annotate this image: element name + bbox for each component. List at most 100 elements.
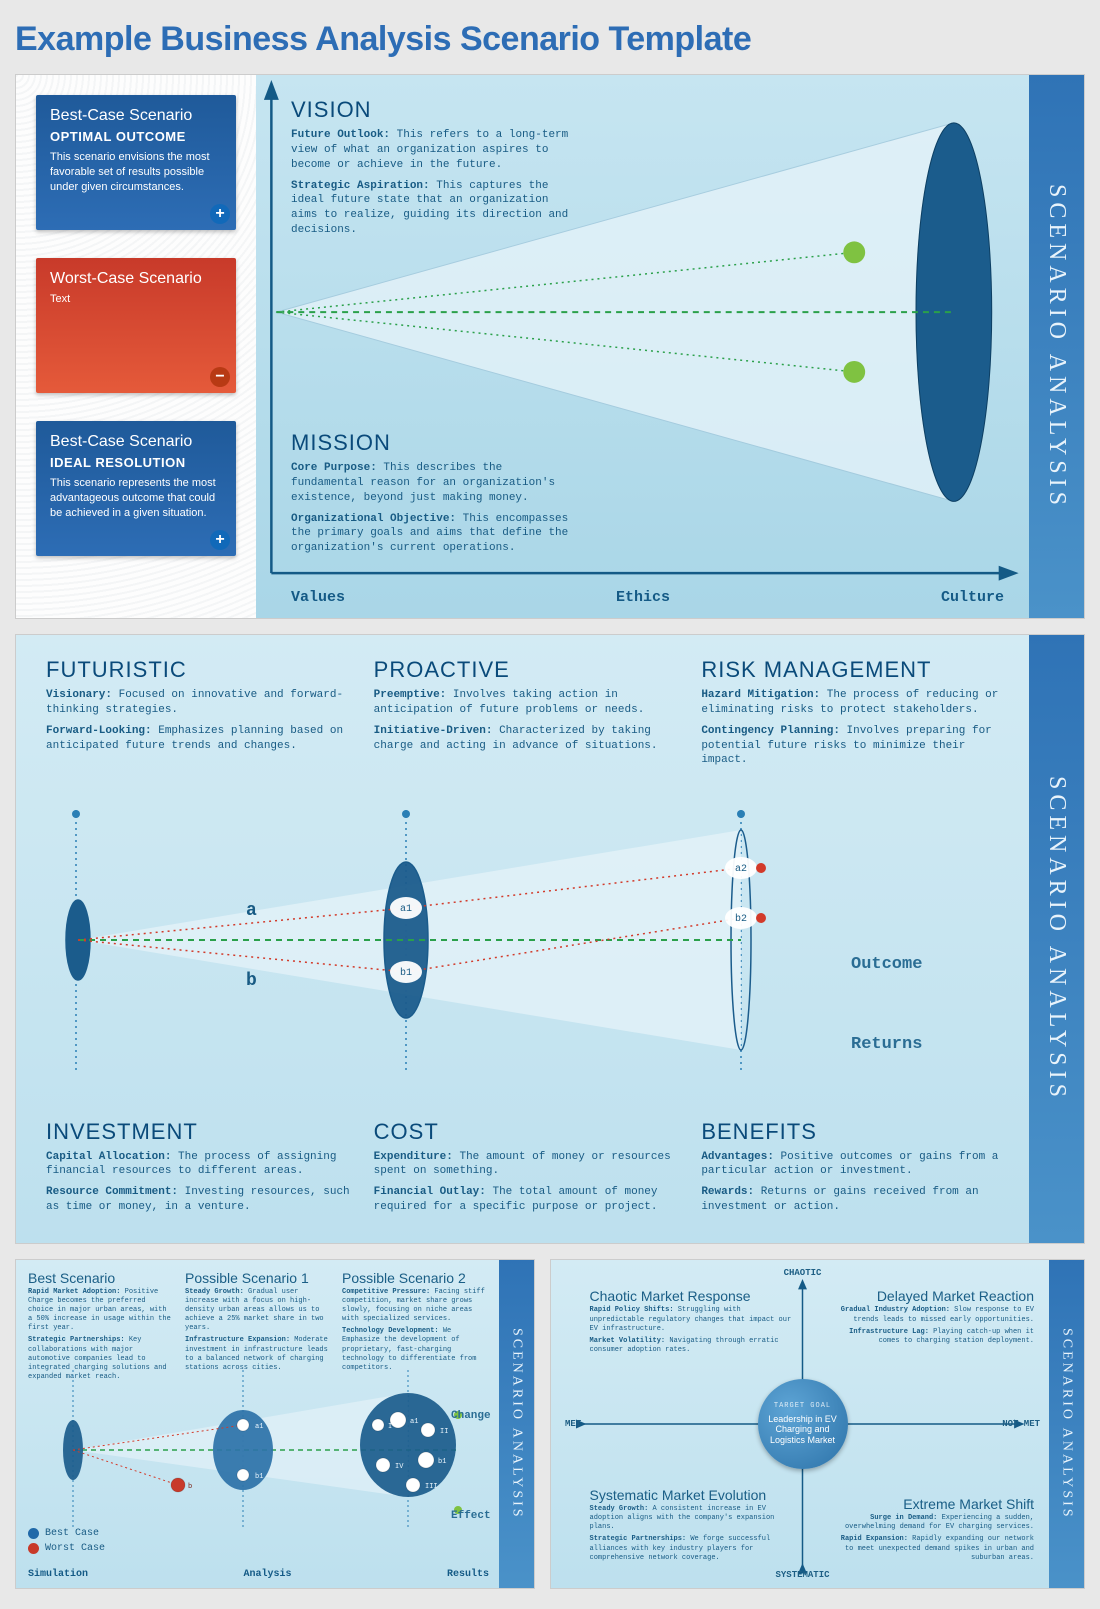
quadrant-cell: Delayed Market Reaction Gradual Industry …: [830, 1288, 1034, 1348]
legend-item: Worst Case: [28, 1543, 105, 1554]
definition-item: Rapid Market Adoption: Positive Charge b…: [28, 1288, 175, 1333]
target-goal-circle: TARGET GOALLeadership in EV Charging and…: [758, 1379, 848, 1469]
svg-text:b1: b1: [438, 1458, 446, 1466]
definition-item: Initiative-Driven: Characterized by taki…: [374, 724, 682, 754]
definition-item: Forward-Looking: Emphasizes planning bas…: [46, 724, 354, 754]
definition-item: Financial Outlay: The total amount of mo…: [374, 1185, 682, 1215]
panel-six-blocks: FUTURISTICVisionary: Focused on innovati…: [15, 634, 1085, 1244]
axis-label: SYSTEMATIC: [775, 1570, 829, 1580]
definition-item: Strategic Partnerships: We forge success…: [590, 1535, 794, 1562]
axis-label: NOT MET: [1002, 1419, 1040, 1429]
card-title: Worst-Case Scenario: [50, 270, 222, 288]
quadrant-cell: Systematic Market Evolution Steady Growth…: [590, 1487, 794, 1566]
definition-item: Steady Growth: Gradual user increase wit…: [185, 1288, 332, 1333]
definition-item: Future Outlook: This refers to a long-te…: [291, 128, 581, 173]
bottom-row: INVESTMENTCapital Allocation: The proces…: [46, 1119, 1009, 1221]
card-body: Text: [50, 292, 222, 307]
svg-text:III: III: [425, 1483, 438, 1491]
quadrant-cell: Extreme Market Shift Surge in Demand: Exp…: [830, 1496, 1034, 1565]
scenario-tab: SCENARIO ANALYSIS: [1029, 75, 1084, 618]
definition-item: Competitive Pressure: Facing stiff compe…: [342, 1288, 489, 1324]
svg-text:a1: a1: [410, 1418, 418, 1426]
scenario-tab: SCENARIO ANALYSIS: [1049, 1260, 1084, 1588]
vision-block: VISION Future Outlook: This refers to a …: [291, 97, 581, 244]
concept-cell: RISK MANAGEMENT Hazard Mitigation: The pr…: [701, 657, 1009, 774]
x-axis-label: Simulation: [28, 1569, 88, 1580]
card-subtitle: IDEAL RESOLUTION: [50, 455, 222, 470]
scenario-tab-label: SCENARIO ANALYSIS: [509, 1328, 525, 1520]
definition-item: Strategic Aspiration: This captures the …: [291, 179, 581, 238]
scenario-card: Best-Case Scenario OPTIMAL OUTCOME This …: [36, 95, 236, 230]
definition-item: Infrastructure Lag: Playing catch-up whe…: [830, 1328, 1034, 1346]
cell-title: PROACTIVE: [374, 657, 682, 683]
scenario-tab: SCENARIO ANALYSIS: [499, 1260, 534, 1588]
definition-item: Expenditure: The amount of money or reso…: [374, 1150, 682, 1180]
mini-right: CHAOTIC SYSTEMATIC MET NOT MET TARGET GOALLe…: [550, 1259, 1085, 1589]
svg-text:II: II: [440, 1428, 448, 1436]
concept-cell: COSTExpenditure: The amount of money or …: [374, 1119, 682, 1221]
x-axis-label: Results: [447, 1569, 489, 1580]
x-axis-label: Analysis: [243, 1569, 291, 1580]
cone1-x-axis: Values Ethics Culture: [291, 589, 1004, 606]
plus-icon[interactable]: +: [210, 530, 230, 550]
svg-text:IV: IV: [395, 1463, 404, 1471]
definition-item: Core Purpose: This describes the fundame…: [291, 461, 581, 506]
quad-title: Extreme Market Shift: [830, 1496, 1034, 1512]
mini-col-title: Possible Scenario 2: [342, 1270, 489, 1286]
svg-text:a2: a2: [735, 864, 747, 875]
svg-text:b: b: [188, 1483, 192, 1491]
definition-item: Organizational Objective: This encompass…: [291, 512, 581, 557]
cone2-diagram: a1b1a2b2ab: [46, 810, 1006, 1070]
plus-icon[interactable]: +: [210, 204, 230, 224]
mini-col-title: Best Scenario: [28, 1270, 175, 1286]
mini-col-title: Possible Scenario 1: [185, 1270, 332, 1286]
quad-title: Systematic Market Evolution: [590, 1487, 794, 1503]
scenario-tab-label: SCENARIO ANALYSIS: [1059, 1328, 1075, 1520]
definition-item: Infrastructure Expansion: Moderate inves…: [185, 1336, 332, 1372]
legend-label: Best Case: [45, 1528, 99, 1539]
page-title: Example Business Analysis Scenario Templ…: [15, 20, 1085, 59]
svg-text:b2: b2: [735, 913, 747, 925]
effect-label: Effect: [451, 1510, 491, 1522]
vision-title: VISION: [291, 97, 581, 123]
bottom-panels: Best Scenario Rapid Market Adoption: Posi…: [15, 1259, 1085, 1589]
x-axis-label: Ethics: [616, 589, 670, 606]
definition-item: Technology Development: We Emphasize the…: [342, 1327, 489, 1372]
scenario-tab: SCENARIO ANALYSIS: [1029, 635, 1084, 1243]
x-axis-label: Culture: [941, 589, 1004, 606]
card-subtitle: OPTIMAL OUTCOME: [50, 129, 222, 144]
scenario-card: Best-Case Scenario IDEAL RESOLUTION This…: [36, 421, 236, 556]
definition-item: Resource Commitment: Investing resources…: [46, 1185, 354, 1215]
axis-label: MET: [565, 1419, 581, 1429]
definition-item: Strategic Partnerships: Key collaboratio…: [28, 1336, 175, 1381]
mini-left-diagram: a1b1ba1IIb1IVIIII: [28, 1370, 498, 1530]
mini-column: Possible Scenario 1 Steady Growth: Gradua…: [185, 1270, 332, 1385]
definition-item: Gradual Industry Adoption: Slow response…: [830, 1306, 1034, 1324]
cell-title: RISK MANAGEMENT: [701, 657, 1009, 683]
definition-item: Hazard Mitigation: The process of reduci…: [701, 688, 1009, 718]
definition-item: Rapid Expansion: Rapidly expanding our n…: [830, 1535, 1034, 1562]
quad-title: Delayed Market Reaction: [830, 1288, 1034, 1304]
axis-label: CHAOTIC: [784, 1268, 822, 1278]
mini-left-columns: Best Scenario Rapid Market Adoption: Posi…: [28, 1270, 489, 1385]
definition-item: Steady Growth: A consistent increase in …: [590, 1505, 794, 1532]
card-body: This scenario envisions the most favorab…: [50, 150, 222, 195]
definition-item: Advantages: Positive outcomes or gains f…: [701, 1150, 1009, 1180]
scenario-tab-label: SCENARIO ANALYSIS: [1043, 184, 1070, 510]
x-axis-label: Values: [291, 589, 345, 606]
definition-item: Surge in Demand: Experiencing a sudden, …: [830, 1514, 1034, 1532]
quadrant: CHAOTICSYSTEMATICMETNOT METTARGET GOALLe…: [571, 1270, 1034, 1578]
mission-block: MISSION Core Purpose: This describes the…: [291, 430, 581, 562]
panel-vision-mission: Best-Case Scenario OPTIMAL OUTCOME This …: [15, 74, 1085, 619]
card-body: This scenario represents the most advant…: [50, 476, 222, 521]
change-label: Change: [451, 1410, 491, 1422]
legend-dot: [28, 1528, 39, 1539]
legend-item: Best Case: [28, 1528, 105, 1539]
mini-column: Possible Scenario 2 Competitive Pressure:…: [342, 1270, 489, 1385]
quadrant-cell: Chaotic Market ResponseRapid Policy Shif…: [590, 1288, 794, 1357]
scenario-cards: Best-Case Scenario OPTIMAL OUTCOME This …: [36, 95, 236, 556]
minus-icon[interactable]: −: [210, 367, 230, 387]
cell-title: INVESTMENT: [46, 1119, 354, 1145]
mini-column: Best Scenario Rapid Market Adoption: Posi…: [28, 1270, 175, 1385]
cone-area: VISION Future Outlook: This refers to a …: [256, 75, 1029, 618]
